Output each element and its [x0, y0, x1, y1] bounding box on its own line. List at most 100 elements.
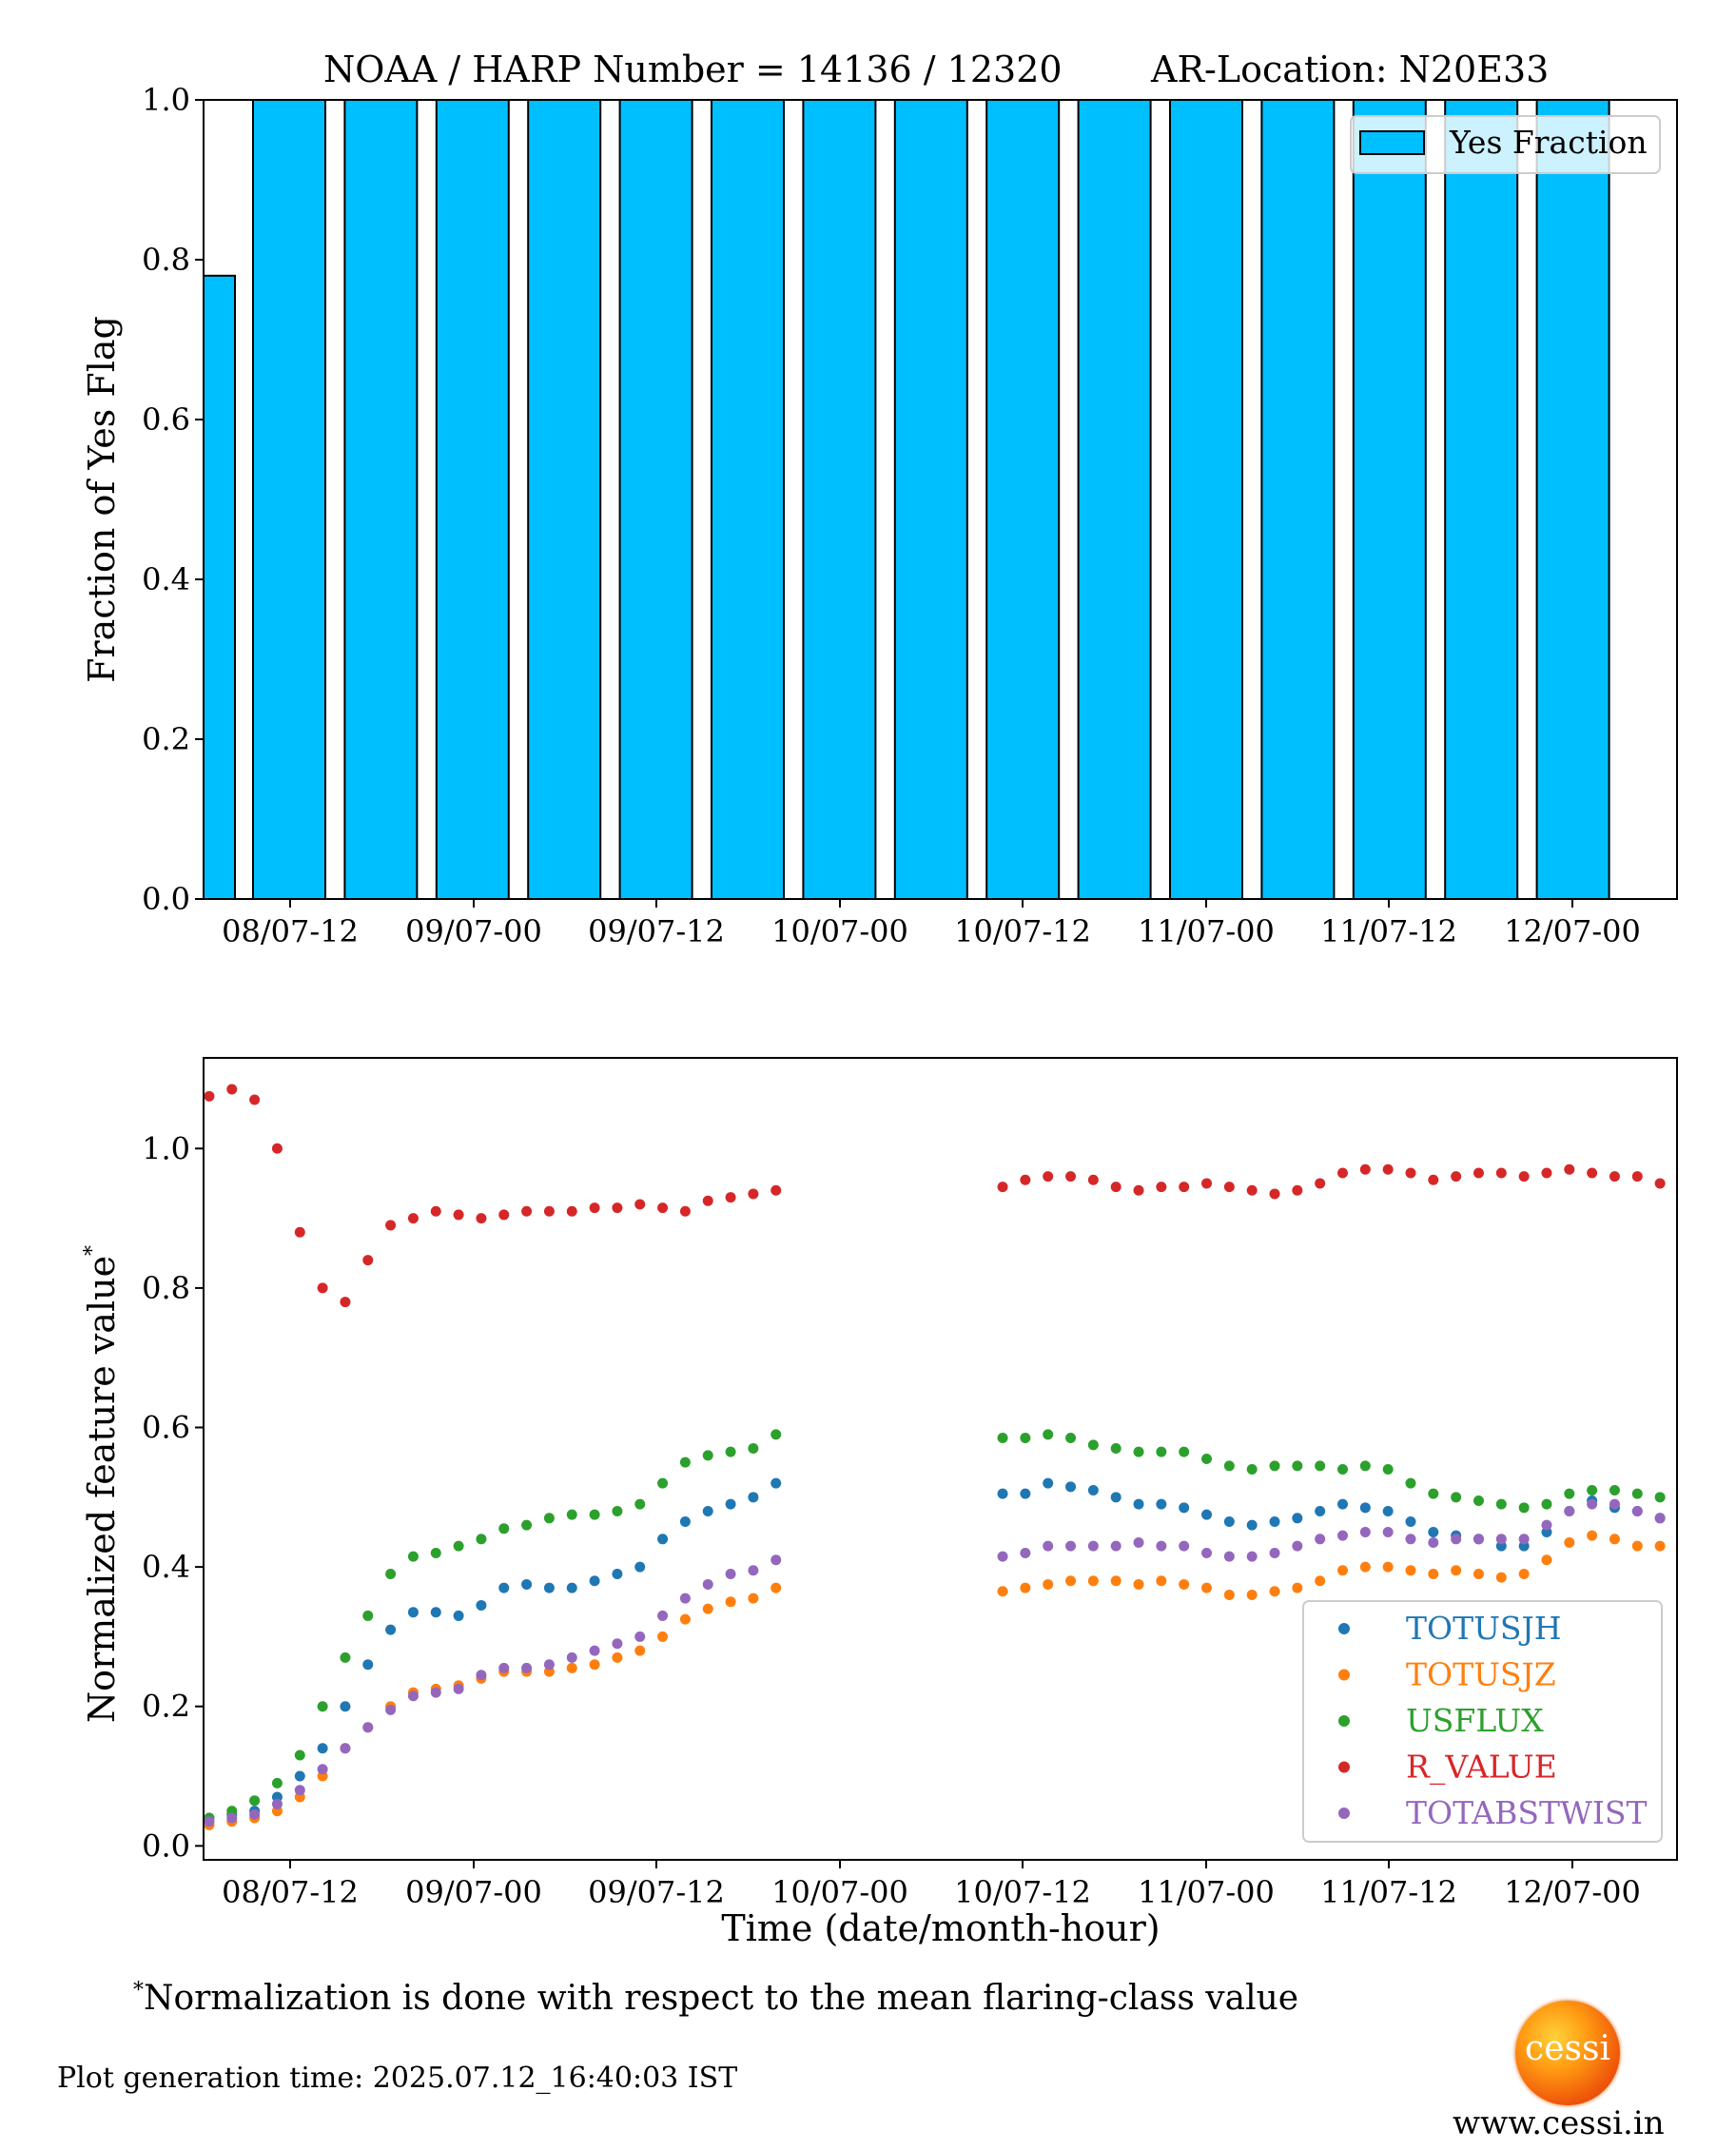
bottom-xtick-label: 11/07-00	[1138, 1874, 1275, 1910]
point-r_value-24	[748, 1188, 759, 1200]
point-totusjh-39	[1292, 1513, 1303, 1524]
normalization-footnote: *Normalization is done with respect to t…	[133, 1979, 1299, 2018]
point-r_value-40	[1315, 1178, 1326, 1189]
point-r_value-14	[521, 1205, 533, 1217]
point-totusjh-23	[725, 1498, 736, 1510]
yes-fraction-bar-chart: 0.0 0.2 0.4 0.6 0.8 1.0 08/07-12 09/07-00 09/07…	[81, 82, 1678, 949]
point-totusjh-36	[1223, 1515, 1235, 1527]
bar-14	[1444, 99, 1519, 900]
bar-9	[985, 99, 1061, 900]
website-link[interactable]: www.cessi.in	[1453, 2104, 1665, 2142]
point-usflux-6	[340, 1652, 351, 1663]
point-r_value-38	[1269, 1188, 1280, 1200]
top-ytick-label: 0.6	[142, 401, 190, 438]
legend-label-r_value: R_VALUE	[1406, 1749, 1557, 1787]
bar-6	[711, 99, 785, 900]
bar-5	[618, 99, 693, 900]
bar-1	[252, 99, 326, 900]
point-totusjz-42	[1359, 1561, 1371, 1573]
point-totabstwist-30	[1087, 1540, 1099, 1552]
point-totusjz-39	[1292, 1582, 1303, 1593]
bar-10	[1077, 99, 1152, 900]
point-r_value-41	[1336, 1167, 1348, 1179]
point-usflux-38	[1269, 1460, 1280, 1472]
point-totusjz-36	[1223, 1589, 1235, 1600]
point-totusjh-33	[1156, 1498, 1167, 1510]
top-ytick-label: 0.4	[142, 561, 190, 597]
point-totusjz-46	[1451, 1565, 1462, 1576]
point-totusjh-44	[1405, 1515, 1416, 1527]
point-totabstwist-46	[1451, 1534, 1462, 1545]
point-totusjz-32	[1133, 1578, 1144, 1590]
bottom-xtick-label: 08/07-12	[222, 1874, 359, 1910]
bar-13	[1352, 99, 1427, 900]
point-usflux-32	[1133, 1446, 1144, 1457]
point-usflux-34	[1179, 1446, 1190, 1457]
point-totusjz-27	[1020, 1582, 1031, 1593]
point-r_value-9	[407, 1213, 419, 1224]
point-totusjh-19	[634, 1561, 646, 1573]
point-r_value-2	[249, 1094, 261, 1105]
top-xtick-label: 10/07-12	[954, 913, 1091, 949]
point-totabstwist-14	[521, 1662, 533, 1673]
legend-label-totabstwist: TOTABSTWIST	[1406, 1794, 1648, 1831]
point-usflux-22	[702, 1450, 713, 1461]
point-usflux-29	[1065, 1433, 1077, 1444]
top-xtick-label: 11/07-00	[1138, 913, 1275, 949]
point-r_value-23	[725, 1192, 736, 1203]
point-totabstwist-11	[453, 1683, 464, 1694]
point-r_value-18	[612, 1202, 623, 1214]
legend-marker-r_value	[1338, 1761, 1350, 1773]
point-totusjz-31	[1110, 1575, 1122, 1587]
top-ytick-label: 0.2	[142, 721, 190, 757]
point-totusjh-14	[521, 1578, 533, 1590]
point-r_value-22	[702, 1195, 713, 1206]
point-totabstwist-18	[612, 1638, 623, 1650]
point-usflux-5	[317, 1701, 328, 1712]
point-usflux-3	[271, 1777, 283, 1788]
point-totusjz-24	[748, 1593, 759, 1604]
legend-marker-usflux	[1338, 1715, 1350, 1727]
point-totabstwist-2	[249, 1808, 261, 1820]
point-totabstwist-6	[340, 1743, 351, 1754]
point-usflux-9	[407, 1551, 419, 1562]
point-totusjz-54	[1631, 1540, 1643, 1552]
legend-marker-totusjz	[1338, 1669, 1350, 1681]
point-totabstwist-41	[1336, 1530, 1348, 1541]
point-totabstwist-9	[407, 1691, 419, 1702]
point-usflux-15	[543, 1513, 555, 1524]
point-usflux-42	[1359, 1460, 1371, 1472]
bar-8	[893, 99, 968, 900]
point-totusjz-43	[1382, 1561, 1394, 1573]
point-r_value-13	[498, 1209, 510, 1221]
point-totusjh-4	[294, 1770, 305, 1782]
point-totabstwist-51	[1564, 1505, 1575, 1516]
point-r_value-47	[1473, 1167, 1484, 1179]
point-r_value-1	[226, 1084, 238, 1095]
point-usflux-19	[634, 1498, 646, 1510]
point-r_value-36	[1223, 1182, 1235, 1193]
series-r_value	[204, 1084, 1666, 1308]
legend-swatch-yes-fraction	[1359, 130, 1425, 155]
point-r_value-44	[1405, 1167, 1416, 1179]
point-r_value-34	[1179, 1182, 1190, 1193]
bottom-xtick-label: 10/07-12	[954, 1874, 1091, 1910]
point-totabstwist-1	[226, 1812, 238, 1824]
point-totabstwist-40	[1315, 1534, 1326, 1545]
point-usflux-44	[1405, 1477, 1416, 1489]
point-usflux-49	[1518, 1502, 1530, 1514]
point-totabstwist-24	[748, 1565, 759, 1576]
bar-11	[1169, 99, 1243, 900]
point-totabstwist-16	[566, 1652, 577, 1663]
point-r_value-43	[1382, 1163, 1394, 1175]
cessi-logo: cessi	[1515, 2001, 1620, 2105]
point-totusjh-45	[1428, 1526, 1439, 1537]
point-r_value-16	[566, 1205, 577, 1217]
point-totusjh-7	[362, 1659, 374, 1671]
top-legend-box	[1350, 115, 1661, 174]
point-totabstwist-17	[589, 1645, 600, 1656]
point-totabstwist-36	[1223, 1551, 1235, 1562]
point-totusjh-42	[1359, 1502, 1371, 1514]
top-ytick-label: 0.8	[142, 242, 190, 278]
series-usflux	[204, 1429, 1666, 1824]
